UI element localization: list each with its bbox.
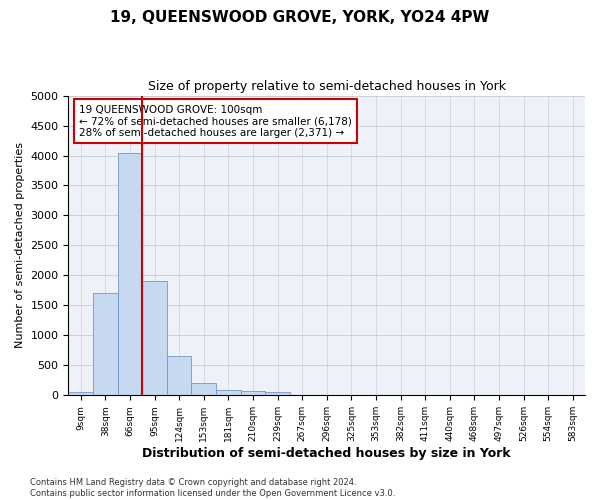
- Bar: [241, 391, 265, 396]
- Bar: [265, 392, 290, 396]
- Bar: [191, 384, 216, 396]
- Bar: [93, 294, 118, 396]
- Bar: [118, 152, 142, 396]
- Text: Contains HM Land Registry data © Crown copyright and database right 2024.
Contai: Contains HM Land Registry data © Crown c…: [30, 478, 395, 498]
- Y-axis label: Number of semi-detached properties: Number of semi-detached properties: [15, 142, 25, 348]
- Bar: [142, 282, 167, 396]
- X-axis label: Distribution of semi-detached houses by size in York: Distribution of semi-detached houses by …: [142, 447, 511, 460]
- Title: Size of property relative to semi-detached houses in York: Size of property relative to semi-detach…: [148, 80, 506, 93]
- Text: 19 QUEENSWOOD GROVE: 100sqm
← 72% of semi-detached houses are smaller (6,178)
28: 19 QUEENSWOOD GROVE: 100sqm ← 72% of sem…: [79, 104, 352, 138]
- Bar: [68, 392, 93, 396]
- Text: 19, QUEENSWOOD GROVE, YORK, YO24 4PW: 19, QUEENSWOOD GROVE, YORK, YO24 4PW: [110, 10, 490, 25]
- Bar: [290, 394, 314, 396]
- Bar: [216, 390, 241, 396]
- Bar: [167, 356, 191, 396]
